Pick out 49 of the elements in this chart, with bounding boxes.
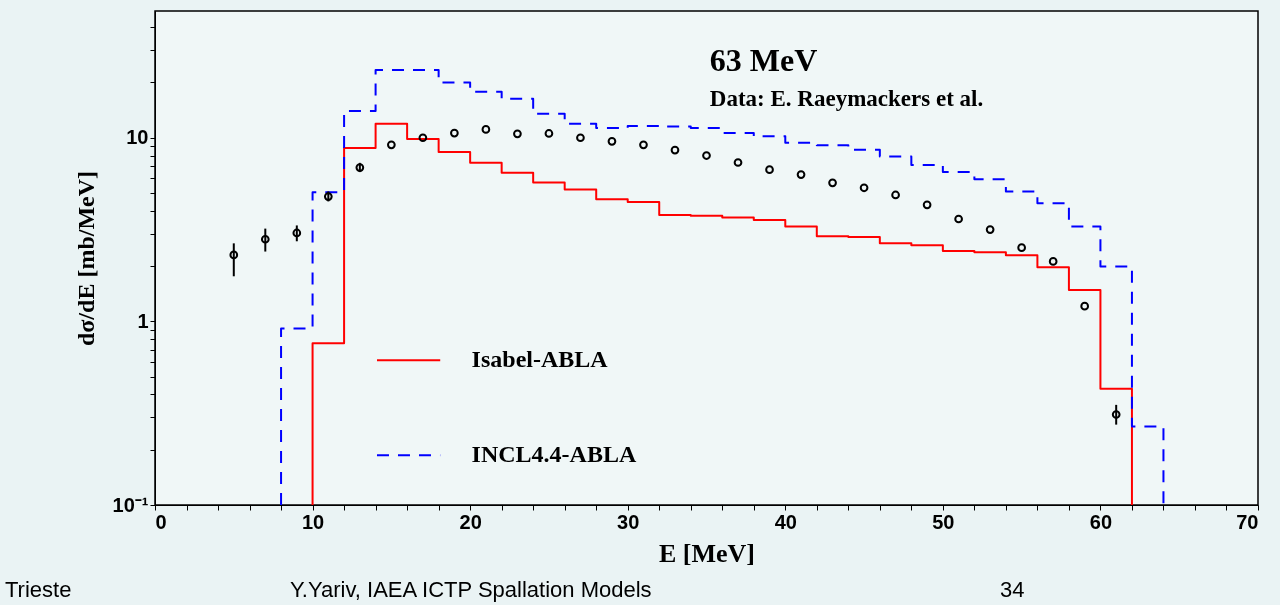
point (1017, 243, 1026, 253)
y-axis-title: dσ/dE [mb/MeV] (72, 170, 99, 347)
x-tick-label: 0 (155, 510, 167, 533)
point (1080, 301, 1090, 311)
point (229, 250, 239, 260)
point (796, 170, 806, 179)
point (765, 165, 774, 175)
point (954, 214, 963, 224)
point (323, 192, 333, 201)
point (355, 163, 365, 172)
point (733, 158, 743, 167)
x-axis-title: E [MeV] (658, 538, 756, 568)
y-tick-label: 1 (137, 309, 149, 332)
point (450, 128, 459, 138)
point (418, 133, 428, 143)
x-tick-label: 60 (1089, 510, 1113, 533)
point (544, 129, 554, 138)
point (576, 133, 585, 143)
y-tick-label: 10 (126, 126, 149, 149)
point (670, 145, 680, 155)
point (1111, 410, 1121, 419)
x-tick-label: 40 (774, 510, 797, 533)
x-tick-label: 30 (617, 510, 640, 533)
text: Data: E. Raeymackers et al. (709, 86, 984, 111)
point (922, 200, 932, 210)
point (607, 136, 617, 146)
text: Trieste (5, 577, 72, 602)
point (828, 178, 837, 188)
x-tick-label: 50 (932, 510, 955, 533)
point (859, 183, 869, 193)
text: 63 MeV (709, 42, 818, 78)
legend-label: Isabel-ABLA (471, 346, 609, 373)
point (481, 125, 491, 134)
point (292, 228, 302, 238)
point (513, 129, 522, 139)
x-tick-label: 20 (459, 510, 482, 533)
point (985, 225, 995, 234)
point (702, 151, 711, 160)
point (387, 140, 396, 150)
text: 34 (1000, 577, 1025, 602)
x-tick-label: 70 (1236, 510, 1259, 533)
text: Y.Yariv, IAEA ICTP Spallation Models (290, 577, 652, 602)
point (260, 234, 270, 244)
x-tick-label: 10 (301, 510, 325, 533)
y-tick-label: 10⁻¹ (112, 493, 149, 516)
legend-label: INCL4.4-ABLA (471, 441, 637, 468)
point (891, 190, 900, 200)
point (639, 140, 648, 150)
point (1048, 257, 1058, 266)
